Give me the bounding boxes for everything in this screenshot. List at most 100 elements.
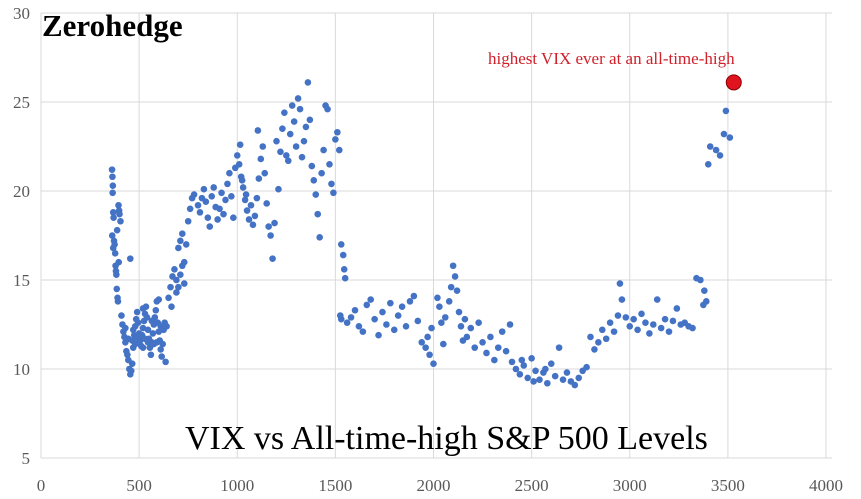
data-point <box>133 337 141 344</box>
data-point <box>283 152 290 159</box>
data-point <box>304 79 312 86</box>
data-point <box>512 365 520 373</box>
data-point <box>109 182 117 189</box>
data-point <box>326 161 333 168</box>
data-point <box>110 214 117 221</box>
data-point <box>113 226 121 234</box>
data-point <box>494 344 502 351</box>
data-point <box>394 312 402 319</box>
data-point <box>542 365 549 373</box>
data-point <box>236 141 244 149</box>
data-point <box>175 283 182 291</box>
data-point <box>438 319 445 327</box>
data-point <box>158 353 165 360</box>
data-point <box>332 136 339 143</box>
data-point <box>367 296 375 303</box>
data-point <box>202 198 210 205</box>
data-point <box>182 241 190 248</box>
data-point <box>387 299 394 307</box>
data-point <box>726 134 734 141</box>
data-point <box>390 326 398 334</box>
data-point <box>128 360 136 367</box>
data-point <box>139 305 147 312</box>
data-point <box>300 137 308 145</box>
data-point <box>233 152 241 159</box>
data-point <box>524 374 531 382</box>
data-point <box>255 175 263 182</box>
data-point <box>238 177 246 184</box>
data-point <box>210 184 217 191</box>
data-point <box>254 127 262 134</box>
data-point <box>226 169 233 177</box>
data-point <box>453 287 461 294</box>
data-point <box>614 312 622 319</box>
data-point <box>324 105 331 113</box>
data-point <box>669 317 677 325</box>
data-point <box>330 189 337 197</box>
data-point <box>595 339 602 346</box>
data-point <box>320 146 327 154</box>
x-tick-label: 3500 <box>711 476 745 495</box>
data-point <box>530 378 537 385</box>
data-point <box>314 210 322 218</box>
data-point <box>180 280 188 287</box>
x-tick-label: 500 <box>126 476 152 495</box>
data-point <box>263 200 270 207</box>
data-point <box>175 244 182 252</box>
data-point <box>113 285 121 293</box>
data-point <box>279 125 286 132</box>
y-tick-label: 25 <box>13 93 30 112</box>
data-point <box>129 326 137 334</box>
data-point <box>204 214 212 221</box>
data-point <box>155 296 163 303</box>
data-point <box>673 305 681 312</box>
data-point <box>559 376 567 383</box>
data-point <box>312 191 320 198</box>
data-point <box>281 109 288 116</box>
data-point <box>616 280 624 287</box>
data-point <box>463 333 471 341</box>
data-point <box>302 123 310 131</box>
data-point <box>118 312 125 319</box>
x-tick-label: 3000 <box>613 476 647 495</box>
data-point <box>235 161 243 168</box>
data-point <box>144 326 152 334</box>
data-point <box>275 185 282 193</box>
data-point <box>108 166 116 173</box>
data-points <box>108 79 734 389</box>
x-tick-label: 0 <box>37 476 46 495</box>
highlight-point-group <box>725 74 742 91</box>
data-point <box>115 201 122 209</box>
data-point <box>457 322 465 330</box>
data-point <box>109 244 117 252</box>
data-point <box>257 155 265 163</box>
data-point <box>239 184 247 191</box>
data-point <box>336 146 343 154</box>
data-point <box>294 95 302 102</box>
data-point <box>363 301 371 309</box>
data-point <box>173 276 180 284</box>
data-point <box>398 303 406 311</box>
data-point <box>208 193 216 200</box>
data-point <box>657 324 665 332</box>
data-point <box>177 271 184 278</box>
data-point <box>245 216 253 223</box>
x-tick-label: 2500 <box>515 476 549 495</box>
data-point <box>618 296 626 303</box>
data-point <box>483 349 490 357</box>
data-point <box>436 303 443 311</box>
data-point <box>518 356 526 364</box>
data-point <box>135 331 143 339</box>
data-point <box>194 201 202 209</box>
data-point <box>267 232 274 239</box>
data-point <box>451 273 459 280</box>
data-point <box>134 319 142 327</box>
data-point <box>700 301 707 309</box>
data-point <box>602 335 610 343</box>
data-point <box>441 314 449 321</box>
data-point <box>720 130 728 138</box>
data-point <box>598 326 606 334</box>
data-point <box>410 292 418 300</box>
data-point <box>117 217 124 225</box>
data-point <box>114 298 122 305</box>
